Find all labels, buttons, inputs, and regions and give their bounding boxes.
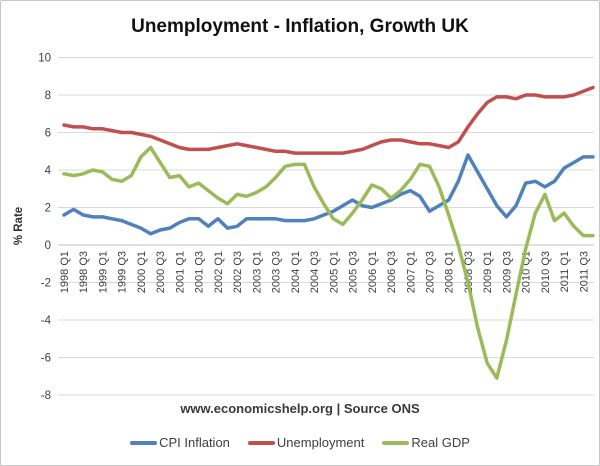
x-tick-label: 2010 Q3 <box>540 251 552 293</box>
x-tick-label: 2004 Q1 <box>290 251 302 293</box>
x-tick-label: 2006 Q1 <box>367 251 379 293</box>
x-tick-label: 1999 Q1 <box>98 251 110 293</box>
real-gdp-line-swatch <box>382 440 410 445</box>
x-tick-label: 2000 Q3 <box>155 251 167 293</box>
series-line-unemployment <box>62 85 595 155</box>
x-tick-label: 1998 Q3 <box>78 251 90 293</box>
series-line-cpi-inflation <box>62 153 595 236</box>
x-tick-label: 2001 Q1 <box>174 251 186 293</box>
y-tick-label: -8 <box>41 390 51 402</box>
x-tick-label: 2011 Q3 <box>578 251 590 292</box>
x-tick-label: 2008 Q3 <box>463 251 475 293</box>
x-tick-label: 2009 Q3 <box>501 251 513 293</box>
x-tick-label: 2003 Q3 <box>271 251 283 293</box>
y-tick-label: 0 <box>45 240 51 252</box>
legend-label-cpi-inflation: CPI Inflation <box>159 435 230 450</box>
x-tick-label: 2002 Q3 <box>232 251 244 293</box>
x-tick-label: 2002 Q1 <box>213 251 225 293</box>
legend-item-unemployment: Unemployment <box>247 435 365 450</box>
y-axis-title: % Rate <box>13 207 25 245</box>
x-tick-label: 2004 Q3 <box>309 251 321 293</box>
y-tick-label: 8 <box>45 90 51 102</box>
x-tick-label: 2003 Q1 <box>251 251 263 293</box>
y-tick-label: -4 <box>41 315 52 327</box>
x-tick-label: 1998 Q1 <box>59 251 71 293</box>
x-tick-label: 2007 Q1 <box>405 251 417 293</box>
cpi-inflation-line-swatch <box>130 440 158 445</box>
y-tick-label: 10 <box>38 53 51 65</box>
x-tick-label: 2011 Q1 <box>559 251 571 292</box>
y-tick-label: -2 <box>41 278 51 290</box>
legend-item-cpi-inflation: CPI Inflation <box>130 435 230 450</box>
x-tick-label: 2001 Q3 <box>194 251 206 293</box>
legend-label-unemployment: Unemployment <box>276 435 365 450</box>
y-tick-label: 4 <box>45 165 52 177</box>
x-tick-label: 2000 Q1 <box>136 251 148 293</box>
legend: CPI Inflation Unemployment Real GDP <box>1 435 599 450</box>
y-tick-label: 6 <box>45 128 51 140</box>
x-tick-label: 2005 Q3 <box>348 251 360 293</box>
x-tick-label: 2005 Q1 <box>328 251 340 293</box>
legend-label-real-gdp: Real GDP <box>411 435 470 450</box>
y-tick-label: 2 <box>45 203 51 215</box>
series-line-real-gdp <box>62 145 595 380</box>
y-tick-label: -6 <box>41 353 51 365</box>
x-tick-label: 2007 Q3 <box>425 251 437 293</box>
legend-item-real-gdp: Real GDP <box>382 435 470 450</box>
x-tick-label: 2006 Q3 <box>386 251 398 293</box>
chart-title: Unemployment - Inflation, Growth UK <box>131 16 469 37</box>
unemployment-line-swatch <box>247 440 275 445</box>
x-tick-label: 1999 Q3 <box>117 251 129 293</box>
source-attribution: www.economicshelp.org | Source ONS <box>180 401 420 416</box>
x-tick-label: 2008 Q1 <box>444 251 456 293</box>
x-tick-label: 2009 Q1 <box>482 251 494 293</box>
